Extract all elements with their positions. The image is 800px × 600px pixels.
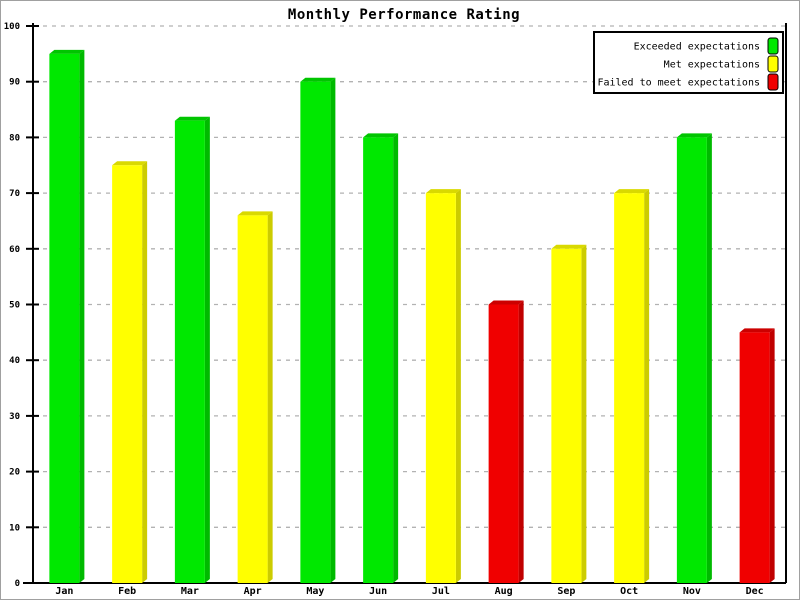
bar-top-bevel — [237, 211, 273, 216]
y-tick-label: 20 — [9, 468, 20, 478]
axes-layer — [23, 23, 787, 584]
x-category-label: Mar — [181, 586, 199, 597]
legend-label: Failed to meet expectations — [597, 78, 760, 89]
bar-top-bevel — [739, 328, 775, 333]
bar-side-bevel — [455, 189, 461, 583]
bar-oct — [614, 189, 650, 583]
legend-label: Exceeded expectations — [634, 42, 760, 53]
bar-feb — [112, 161, 148, 583]
bar-dec — [739, 328, 775, 583]
legend-entry-met: Met expectations — [664, 55, 779, 73]
bar-top-bevel — [425, 189, 461, 194]
bar-face — [237, 215, 268, 583]
labels-layer: 0 10 20 30 40 50 60 70 80 90 100 Jan Feb Mar Apr May Jun… — [4, 22, 764, 597]
bar-jun — [363, 133, 399, 583]
bar-face — [112, 165, 143, 583]
bar-face — [425, 193, 456, 583]
bar-top-bevel — [614, 189, 650, 194]
y-tick-label: 100 — [4, 22, 20, 32]
bar-aug — [488, 300, 524, 583]
x-category-label: Apr — [244, 586, 262, 597]
bar-side-bevel — [393, 133, 399, 583]
y-tick-label: 80 — [9, 133, 20, 143]
bar-side-bevel — [142, 161, 148, 583]
bar-side-bevel — [204, 116, 210, 583]
bar-face — [174, 120, 205, 583]
bar-side-bevel — [581, 244, 587, 584]
bar-side-bevel — [330, 77, 336, 583]
bar-top-bevel — [488, 300, 524, 305]
bar-top-bevel — [112, 161, 148, 166]
bar-mar — [174, 116, 210, 583]
legend-swatch — [767, 55, 779, 73]
y-tick-label: 10 — [9, 523, 20, 533]
bar-sep — [551, 244, 587, 584]
bar-may — [300, 77, 336, 583]
x-category-label: May — [306, 586, 324, 597]
legend-layer: Exceeded expectations Met expectations Fai… — [593, 31, 784, 94]
bar-side-bevel — [706, 133, 712, 583]
bar-top-bevel — [551, 244, 587, 249]
x-category-label: Jul — [432, 586, 450, 597]
bar-side-bevel — [267, 211, 273, 583]
bar-face — [676, 137, 707, 583]
y-tick-label: 50 — [9, 301, 20, 311]
x-category-label: Jun — [369, 586, 387, 597]
legend-swatch — [767, 37, 779, 55]
y-tick-label: 90 — [9, 78, 20, 88]
bar-face — [488, 304, 519, 583]
x-category-label: Feb — [118, 586, 136, 597]
bar-face — [363, 137, 394, 583]
bar-top-bevel — [363, 133, 399, 138]
bar-face — [739, 332, 770, 583]
bar-face — [614, 193, 645, 583]
y-tick-label: 60 — [9, 245, 20, 255]
legend-entry-failed: Failed to meet expectations — [597, 73, 779, 91]
bars-layer — [49, 49, 775, 584]
legend-label: Met expectations — [664, 60, 760, 71]
bar-top-bevel — [676, 133, 712, 138]
legend-entry-exceeded: Exceeded expectations — [634, 37, 779, 55]
bar-jan — [49, 49, 85, 584]
bar-jul — [425, 189, 461, 583]
x-category-label: Dec — [746, 586, 764, 597]
bar-apr — [237, 211, 273, 583]
x-category-label: Aug — [495, 586, 513, 597]
y-tick-label: 70 — [9, 189, 20, 199]
y-tick-label: 30 — [9, 412, 20, 422]
x-category-label: Oct — [620, 586, 638, 597]
bar-face — [49, 53, 80, 584]
x-category-label: Nov — [683, 586, 701, 597]
bar-side-bevel — [769, 328, 775, 583]
bar-face — [551, 248, 582, 584]
x-category-label: Jan — [55, 586, 73, 597]
x-category-label: Sep — [557, 586, 575, 597]
bar-side-bevel — [79, 49, 85, 584]
y-tick-label: 40 — [9, 356, 20, 366]
chart-title: Monthly Performance Rating — [288, 7, 520, 23]
bar-top-bevel — [49, 49, 85, 54]
legend-box — [593, 31, 784, 94]
legend-swatch — [767, 73, 779, 91]
y-tick-label: 0 — [15, 579, 20, 589]
bar-face — [300, 81, 331, 583]
bar-nov — [676, 133, 712, 583]
bar-side-bevel — [518, 300, 524, 583]
bar-side-bevel — [644, 189, 650, 583]
bar-top-bevel — [174, 116, 210, 121]
bar-top-bevel — [300, 77, 336, 82]
